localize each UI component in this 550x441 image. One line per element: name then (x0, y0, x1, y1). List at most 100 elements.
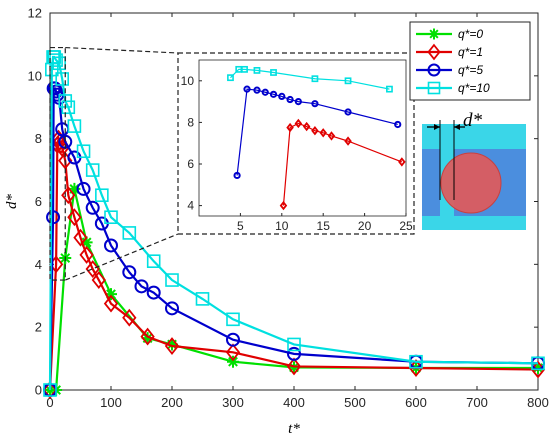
data-point (227, 355, 239, 368)
inset-data-point (286, 95, 294, 104)
data-point (195, 292, 210, 306)
legend-entry: q*=0 (416, 27, 483, 41)
x-tick-label: 0 (46, 395, 53, 410)
inset-data-point (394, 120, 402, 129)
data-point (95, 188, 109, 203)
data-point (55, 72, 70, 86)
x-tick-label: 200 (161, 395, 183, 410)
data-point (122, 265, 137, 280)
inset-data-point (279, 200, 288, 211)
series-q*=10 (43, 50, 545, 397)
data-point (287, 346, 301, 361)
inset-plot-area (198, 59, 407, 217)
inset-data-point (270, 69, 277, 76)
inset-series-q*=5 (233, 85, 402, 180)
zoom-indicator (49, 46, 179, 281)
legend-marker (427, 43, 441, 61)
y-tick-label: 8 (35, 131, 42, 146)
legend-label: q*=1 (458, 45, 483, 59)
legend-entry: q*=10 (416, 81, 490, 95)
legend-marker (427, 63, 441, 77)
inset-data-point (311, 75, 319, 83)
inset-series-q*=1 (279, 118, 406, 211)
data-point (286, 357, 302, 376)
inset-x-tick-label: 10 (275, 219, 289, 233)
inset-data-point (327, 131, 336, 141)
droplet-diagram: d* (422, 110, 526, 230)
zoom-connector (65, 46, 179, 54)
inset-data-point (286, 122, 294, 133)
inset-data-point (386, 85, 393, 93)
data-point (532, 362, 544, 375)
data-point (91, 271, 106, 289)
legend-label: q*=10 (458, 81, 490, 95)
y-tick-label: 12 (28, 6, 42, 21)
data-point (80, 236, 93, 249)
inset-data-point (243, 85, 251, 93)
y-tick-label: 2 (35, 320, 42, 335)
data-point (76, 144, 91, 159)
data-point (146, 254, 161, 268)
data-point (103, 294, 119, 313)
data-point (134, 279, 149, 294)
data-point (140, 327, 155, 346)
x-tick-label: 100 (100, 395, 122, 410)
inset-x-tick-label: 25 (399, 219, 413, 233)
inset-data-point (398, 157, 406, 167)
data-point (287, 337, 301, 352)
data-point (73, 228, 88, 247)
y-tick-label: 10 (28, 68, 42, 83)
series-line (48, 55, 539, 391)
data-point (165, 301, 179, 316)
data-point (141, 332, 154, 345)
data-point (164, 337, 180, 355)
inset-data-point (233, 171, 241, 180)
inset-data-point (278, 92, 286, 101)
diagram-wall-top (422, 124, 526, 149)
inset-y-tick-label: 10 (181, 74, 195, 88)
data-point (409, 354, 423, 369)
inset-data-point (261, 88, 269, 96)
inset-data-point (294, 118, 303, 129)
legend-marker (427, 81, 441, 95)
data-point (61, 100, 76, 115)
y-axis-label: d* (4, 194, 20, 210)
data-point (52, 56, 66, 71)
inset-data-point (311, 126, 319, 136)
zoom-connector (65, 233, 179, 281)
x-tick-label: 600 (405, 395, 427, 410)
x-axis-label: t* (288, 421, 300, 437)
data-point (43, 383, 57, 397)
diagram-arrowhead-right (454, 124, 460, 130)
inset-x-tick-label: 5 (237, 219, 244, 233)
diagram-wall-bottom (422, 216, 526, 230)
data-point (85, 163, 100, 177)
legend-entry: q*=1 (416, 43, 483, 61)
x-tick-label: 500 (344, 395, 366, 410)
data-point (105, 288, 117, 301)
x-tick-label: 300 (222, 395, 244, 410)
inset-data-point (311, 100, 319, 108)
inset-data-point (344, 136, 352, 146)
inset-data-point (302, 121, 311, 132)
diagram-arrowhead-left (434, 124, 440, 130)
inset-data-point (344, 108, 352, 116)
legend: q*=0 q*=1 q*=5 q*=10 (409, 21, 531, 101)
data-point (165, 273, 179, 287)
zoom-box (49, 46, 66, 281)
data-point (146, 285, 161, 300)
data-point (122, 308, 137, 327)
inset-data-point (319, 128, 327, 138)
y-tick-label: 4 (35, 257, 42, 272)
inset-data-point (227, 74, 234, 82)
inset-data-point (269, 90, 278, 98)
data-point (76, 181, 91, 196)
inset-series-q*=10 (227, 65, 393, 93)
data-point (225, 343, 241, 362)
y-tick-label: 6 (35, 194, 42, 209)
series-q*=5 (43, 81, 545, 397)
legend-label: q*=5 (458, 63, 483, 77)
inset-series-line (282, 122, 403, 206)
legend-entry: q*=5 (416, 63, 483, 77)
